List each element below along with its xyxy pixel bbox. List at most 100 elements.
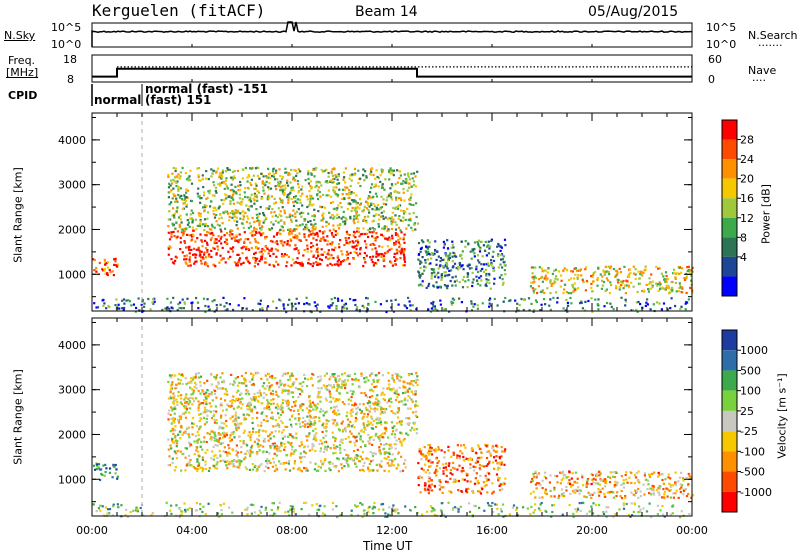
- data-cell: [173, 469, 177, 472]
- data-cell: [230, 183, 233, 186]
- data-cell: [268, 408, 271, 411]
- data-cell: [462, 268, 465, 271]
- data-cell: [264, 184, 267, 187]
- data-cell: [205, 409, 208, 412]
- data-cell: [344, 384, 347, 387]
- data-cell: [305, 435, 308, 438]
- data-cell: [290, 264, 293, 267]
- data-cell: [206, 243, 209, 246]
- data-cell: [333, 177, 336, 180]
- data-cell: [172, 192, 175, 196]
- data-cell: [377, 421, 380, 424]
- data-cell: [299, 469, 302, 472]
- data-cell: [225, 242, 228, 245]
- data-cell: [243, 377, 246, 380]
- data-cell: [279, 200, 282, 204]
- data-cell: [243, 452, 246, 455]
- data-cell: [507, 299, 511, 303]
- data-cell: [303, 233, 306, 236]
- data-cell: [118, 307, 121, 310]
- data-cell: [470, 302, 473, 305]
- data-cell: [412, 180, 415, 183]
- data-cell: [260, 424, 263, 427]
- data-cell: [171, 182, 174, 185]
- data-cell: [282, 372, 285, 375]
- data-cell: [188, 411, 191, 414]
- data-cell: [199, 384, 202, 387]
- data-cell: [477, 444, 480, 447]
- data-cell: [179, 425, 182, 428]
- data-cell: [272, 264, 275, 267]
- data-cell: [331, 213, 334, 216]
- data-cell: [325, 430, 328, 433]
- data-cell: [287, 196, 291, 199]
- data-cell: [172, 207, 175, 210]
- data-cell: [498, 457, 501, 460]
- data-cell: [286, 399, 290, 402]
- data-cell: [432, 253, 435, 256]
- data-cell: [554, 277, 557, 280]
- data-cell: [234, 239, 237, 242]
- data-cell: [260, 172, 263, 175]
- data-cell: [179, 430, 182, 433]
- data-cell: [176, 309, 179, 312]
- data-cell: [365, 221, 368, 224]
- data-cell: [314, 421, 317, 425]
- data-cell: [251, 398, 254, 401]
- data-cell: [376, 394, 379, 397]
- data-cell: [342, 380, 345, 383]
- data-cell: [386, 238, 389, 241]
- data-cell: [315, 166, 318, 169]
- data-cell: [183, 240, 186, 243]
- data-cell: [246, 404, 249, 407]
- data-cell: [432, 300, 435, 304]
- data-cell: [350, 414, 353, 417]
- data-cell: [410, 390, 413, 393]
- data-cell: [311, 442, 314, 446]
- data-cell: [485, 477, 488, 480]
- data-cell: [400, 231, 403, 234]
- data-cell: [222, 432, 226, 436]
- data-cell: [222, 459, 225, 462]
- data-cell: [351, 423, 354, 427]
- data-cell: [309, 197, 312, 200]
- data-cell: [292, 204, 296, 207]
- data-cell: [369, 451, 372, 454]
- data-cell: [207, 305, 210, 308]
- data-cell: [344, 386, 347, 390]
- data-cell: [263, 261, 267, 264]
- data-cell: [334, 400, 337, 403]
- data-cell: [268, 249, 271, 252]
- data-cell: [260, 394, 263, 397]
- data-cell: [302, 254, 305, 257]
- data-cell: [235, 465, 238, 468]
- data-cell: [299, 224, 302, 227]
- data-cell: [239, 401, 242, 404]
- data-cell: [351, 245, 354, 248]
- data-cell: [353, 199, 356, 202]
- data-cell: [399, 470, 402, 473]
- data-cell: [280, 255, 283, 258]
- data-cell: [219, 182, 222, 185]
- data-cell: [363, 179, 366, 182]
- data-cell: [362, 430, 365, 434]
- data-cell: [571, 286, 575, 289]
- data-cell: [606, 491, 609, 494]
- data-cell: [246, 391, 249, 395]
- data-cell: [419, 262, 422, 265]
- data-cell: [488, 461, 491, 464]
- data-cell: [395, 439, 398, 442]
- data-cell: [452, 251, 455, 254]
- data-cell: [224, 451, 227, 454]
- data-cell: [504, 244, 507, 247]
- data-cell: [180, 397, 183, 400]
- data-cell: [235, 216, 238, 219]
- data-cell: [243, 240, 246, 243]
- data-cell: [559, 471, 562, 474]
- data-cell: [554, 268, 558, 271]
- data-cell: [192, 247, 196, 250]
- data-cell: [603, 273, 606, 276]
- data-cell: [193, 262, 196, 265]
- data-cell: [365, 296, 368, 300]
- data-cell: [355, 251, 358, 255]
